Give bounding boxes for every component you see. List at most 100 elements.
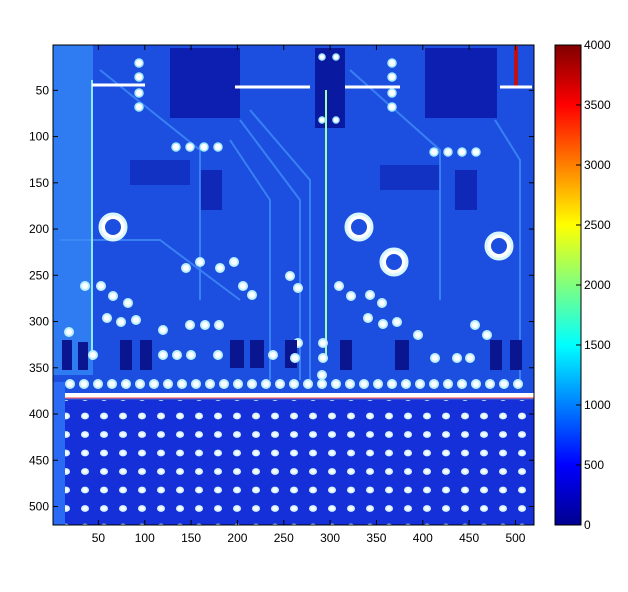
- colorbar-tick-label: 3000: [584, 158, 611, 172]
- pcb-trace: [494, 119, 521, 380]
- colorbar-tick-label: 0: [584, 518, 591, 532]
- via: [238, 281, 248, 291]
- via: [65, 379, 75, 389]
- hot-horizontal-band-edge: [53, 397, 534, 399]
- hot-horizontal-band: [53, 393, 534, 398]
- x-tick-label: 50: [92, 531, 106, 545]
- via: [96, 281, 106, 291]
- x-tick-label: 300: [320, 531, 340, 545]
- via: [430, 353, 440, 363]
- via: [213, 350, 223, 360]
- x-tick-label: 250: [274, 531, 294, 545]
- component-block: [200, 170, 222, 210]
- via: [387, 72, 397, 82]
- via: [199, 142, 209, 152]
- via: [373, 379, 383, 389]
- via: [102, 313, 112, 323]
- ic-package-left: [170, 48, 240, 118]
- via: [415, 379, 425, 389]
- x-tick-label: 100: [135, 531, 155, 545]
- via: [332, 53, 340, 61]
- colorbar: 0 500 1000 1500 2000 2500 3000 3500 4000: [554, 38, 611, 532]
- via-row-upper: [88, 350, 475, 380]
- via: [387, 58, 397, 68]
- via: [401, 379, 411, 389]
- via: [116, 317, 126, 327]
- y-tick-label: 350: [29, 361, 49, 375]
- left-bright-region: [53, 45, 93, 375]
- x-tick-label: 150: [181, 531, 201, 545]
- y-tick-label: 100: [29, 130, 49, 144]
- via: [233, 379, 243, 389]
- dark-component-pad: [62, 340, 72, 370]
- via: [268, 350, 278, 360]
- colorbar-ticks: 0 500 1000 1500 2000 2500 3000 3500 4000: [576, 38, 611, 532]
- via: [121, 379, 131, 389]
- via: [134, 88, 144, 98]
- x-tick-label: 200: [227, 531, 247, 545]
- colorbar-tick-label: 4000: [584, 38, 611, 52]
- colorbar-tick-label: 2000: [584, 278, 611, 292]
- via: [214, 320, 224, 330]
- via: [365, 290, 375, 300]
- mounting-hole-center: [491, 238, 507, 254]
- via: [317, 370, 327, 380]
- via: [363, 313, 373, 323]
- via: [229, 257, 239, 267]
- via: [185, 320, 195, 330]
- mounting-hole-center: [386, 254, 402, 270]
- via: [247, 290, 257, 300]
- via-group: [134, 53, 481, 157]
- via: [181, 263, 191, 273]
- via: [219, 379, 229, 389]
- via: [377, 298, 387, 308]
- colorbar-tick-label: 2500: [584, 218, 611, 232]
- via: [293, 283, 303, 293]
- via: [318, 338, 328, 348]
- via: [443, 379, 453, 389]
- via: [247, 379, 257, 389]
- via: [303, 379, 313, 389]
- via: [275, 379, 285, 389]
- via: [387, 88, 397, 98]
- via: [318, 116, 326, 124]
- via: [191, 379, 201, 389]
- heatmap-image: [53, 45, 534, 525]
- dark-component-pad: [395, 340, 409, 370]
- via: [470, 320, 480, 330]
- y-tick-label: 400: [29, 407, 49, 421]
- via: [334, 281, 344, 291]
- y-tick-label: 200: [29, 222, 49, 236]
- via: [131, 315, 141, 325]
- via: [443, 147, 453, 157]
- via: [171, 142, 181, 152]
- y-tick-label: 150: [29, 176, 49, 190]
- via: [80, 281, 90, 291]
- colorbar-tick-label: 3500: [584, 98, 611, 112]
- via: [332, 116, 340, 124]
- via: [318, 53, 326, 61]
- via: [108, 291, 118, 301]
- x-tick-label: 350: [366, 531, 386, 545]
- mounting-hole-centers: [105, 219, 507, 270]
- via: [290, 353, 300, 363]
- component-block: [130, 160, 190, 185]
- via: [499, 379, 509, 389]
- via: [429, 147, 439, 157]
- via: [346, 291, 356, 301]
- via: [261, 379, 271, 389]
- via-row-lower: [65, 379, 523, 389]
- x-tick-label: 400: [413, 531, 433, 545]
- via: [172, 350, 182, 360]
- colorbar-tick-label: 1000: [584, 398, 611, 412]
- via: [289, 379, 299, 389]
- via: [163, 379, 173, 389]
- via: [331, 379, 341, 389]
- via: [285, 271, 295, 281]
- colorbar-gradient: [554, 44, 582, 526]
- via: [158, 350, 168, 360]
- via: [457, 147, 467, 157]
- via: [318, 353, 328, 363]
- via: [200, 320, 210, 330]
